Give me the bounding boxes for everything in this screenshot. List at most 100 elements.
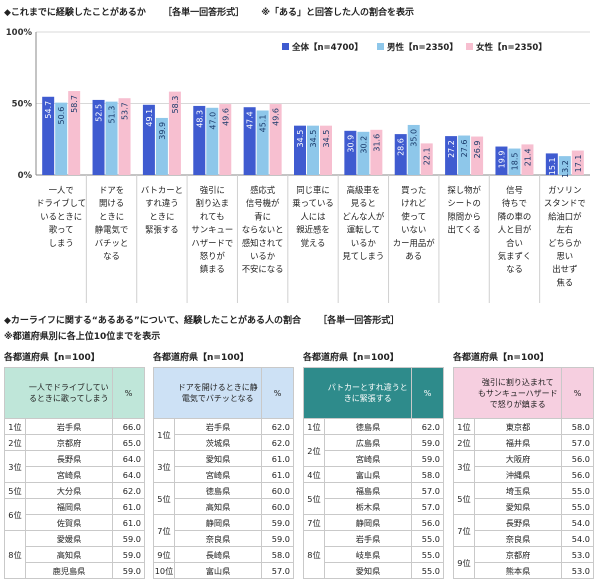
table-header-row: パトカーとすれ違うと きに緊張する% <box>303 367 444 419</box>
prefecture-cell: 徳島県 <box>324 418 412 435</box>
value-cell: 58.0 <box>261 546 294 563</box>
prefecture-cell: 富山県 <box>324 466 412 483</box>
data-label: 18.5 <box>510 153 519 171</box>
prefecture-cell: 愛知県 <box>174 450 262 467</box>
bar-chart: 0% 50% 100% 54.7 50.6 58.7 一人でドライブしているときに歌ってしま… <box>6 28 590 303</box>
prefecture-cell: 佐賀県 <box>25 514 113 531</box>
rank-cell: 9位 <box>153 546 175 563</box>
data-label: 17.1 <box>574 155 583 173</box>
prefecture-cell: 埼玉県 <box>474 482 562 499</box>
value-cell: 65.0 <box>112 434 145 451</box>
prefecture-cell: 高知県 <box>25 546 113 563</box>
prefecture-cell: 高知県 <box>174 498 262 515</box>
y-tick-label: 50% <box>12 100 33 110</box>
table-row: 2位 広島県 59.0 <box>303 434 444 467</box>
data-label: 27.2 <box>447 140 456 158</box>
table-row: 愛知県 55.0 <box>454 498 594 515</box>
table-header-row: ドアを開けるときに静 電気でバチッとなる% <box>153 367 294 419</box>
header-item: 一人でドライブしてい るときに歌ってしまう <box>25 367 113 419</box>
data-label: 53.7 <box>121 102 130 120</box>
value-cell: 59.0 <box>411 450 444 467</box>
prefecture-cell: 長野県 <box>474 514 562 531</box>
rank-cell: 2位 <box>453 434 475 451</box>
data-label: 13.2 <box>561 160 570 178</box>
value-cell: 53.0 <box>561 546 594 563</box>
table-row: 1位 岩手県 66.0 <box>4 418 145 435</box>
prefecture-cell: 鹿児島県 <box>25 562 113 579</box>
legend-label: 男性【n=2350】 <box>387 42 458 53</box>
value-cell: 53.0 <box>561 562 594 579</box>
x-tick-label: 一人でドライブしているときに歌ってしまう <box>36 185 86 248</box>
table-group-label: 各都道府県【n=100】 <box>4 353 100 363</box>
table-row: 2位 京都府 65.0 <box>4 434 145 451</box>
rank-cell: 4位 <box>303 466 325 483</box>
rank-cell: 3位 <box>453 450 475 483</box>
x-tick-label: ガソリンスタンドで給油口が左右どちらか思い出せず焦る <box>544 185 586 287</box>
value-cell: 60.0 <box>261 498 294 515</box>
prefecture-cell: 福井県 <box>474 434 562 451</box>
bar-female <box>420 143 433 175</box>
prefecture-cell: 岩手県 <box>174 418 262 435</box>
header-item: 強引に割り込まれて もサンキューハザード で怒りが鎮まる <box>474 367 562 419</box>
data-label: 58.7 <box>70 95 79 113</box>
prefecture-cell: 広島県 <box>324 434 412 451</box>
prefecture-cell: 大分県 <box>25 482 113 499</box>
value-cell: 61.0 <box>261 450 294 467</box>
rank-cell: 8位 <box>4 530 26 579</box>
bar-female <box>168 91 181 175</box>
data-label: 48.3 <box>195 110 204 128</box>
bar-male <box>206 107 219 175</box>
table-row: 宮崎県 59.0 <box>304 450 444 467</box>
value-cell: 62.0 <box>261 418 294 435</box>
table-row: 7位 静岡県 56.0 <box>303 514 444 531</box>
value-cell: 55.0 <box>561 498 594 515</box>
prefecture-cell: 岐阜県 <box>324 546 412 563</box>
table-row: 3位 大阪府 56.0 <box>453 450 594 483</box>
data-label: 35.0 <box>410 129 419 147</box>
data-label: 39.9 <box>158 122 167 140</box>
legend-label: 女性【n=2350】 <box>476 42 547 53</box>
legend-swatch <box>377 43 384 50</box>
bar-female <box>68 91 81 175</box>
data-label: 15.1 <box>548 157 557 175</box>
x-tick-label: 感応式信号機が青にならないと感知されているか不安になる <box>242 185 284 274</box>
table-row: 佐賀県 61.0 <box>5 514 145 531</box>
prefecture-cell: 京都府 <box>25 434 113 451</box>
ranking-table: 強引に割り込まれて もサンキューハザード で怒りが鎮まる% 1位 東京都 58.0 2位 福井… <box>453 367 594 579</box>
value-cell: 58.0 <box>411 466 444 483</box>
bar-male <box>105 101 118 175</box>
bar-all <box>495 146 508 175</box>
bar-female <box>320 125 332 175</box>
header-unit: % <box>261 367 294 419</box>
prefecture-cell: 福島県 <box>324 482 412 499</box>
prefecture-cell: 沖縄県 <box>474 466 562 483</box>
table-row: 5位 大分県 62.0 <box>4 482 145 499</box>
bar-all <box>142 104 155 175</box>
bar-all <box>243 107 256 175</box>
value-cell: 59.0 <box>411 434 444 451</box>
table-row: 1位 徳島県 62.0 <box>303 418 444 435</box>
value-cell: 57.0 <box>261 562 294 579</box>
legend-label: 全体【n=4700】 <box>291 42 363 53</box>
prefecture-cell: 長野県 <box>25 450 113 467</box>
bar-all <box>545 153 558 175</box>
data-label: 45.1 <box>259 115 268 133</box>
value-cell: 56.0 <box>411 514 444 531</box>
value-cell: 56.0 <box>561 450 594 467</box>
value-cell: 59.0 <box>112 546 145 563</box>
rank-cell: 5位 <box>153 482 175 515</box>
value-cell: 61.0 <box>261 466 294 483</box>
prefecture-cell: 徳島県 <box>174 482 262 499</box>
section1-header: ◆これまでに経験したことがあるか ［各単一回答形式］ ※「ある」と回答した人の割… <box>4 5 414 18</box>
data-label: 21.4 <box>523 148 532 166</box>
ranking-table: 一人でドライブしてい るときに歌ってしまう% 1位 岩手県 66.0 2位 京都府 65.0 3… <box>4 367 145 579</box>
value-cell: 55.0 <box>561 482 594 499</box>
x-tick-label: バトカーとすれ違うときに緊張する <box>141 185 183 235</box>
x-tick-label: 同じ車に乗っている人には親近感を覚える <box>292 185 333 248</box>
value-cell: 59.0 <box>112 562 145 579</box>
value-cell: 55.0 <box>411 530 444 547</box>
value-cell: 61.0 <box>112 514 145 531</box>
rank-cell: 10位 <box>153 562 175 579</box>
table-row: 5位 福島県 57.0 <box>303 482 444 515</box>
value-cell: 56.0 <box>561 466 594 483</box>
